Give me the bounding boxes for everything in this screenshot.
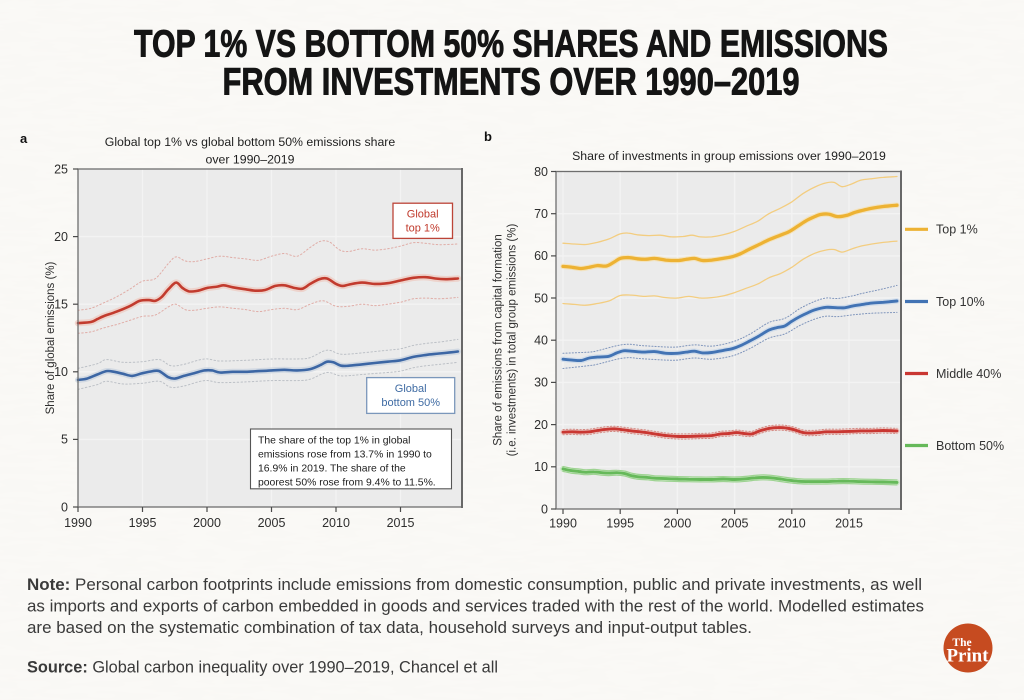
svg-text:60: 60	[534, 249, 548, 263]
svg-text:emissions rose from 13.7% in 1: emissions rose from 13.7% in 1990 to	[258, 450, 432, 461]
svg-text:10: 10	[534, 460, 548, 474]
svg-text:1990: 1990	[549, 517, 577, 531]
svg-text:Share of investments in group: Share of investments in group emissions …	[572, 149, 886, 163]
svg-text:Bottom 50%: Bottom 50%	[936, 439, 1004, 453]
svg-text:Middle 40%: Middle 40%	[936, 367, 1001, 381]
svg-text:2015: 2015	[835, 517, 863, 531]
svg-text:Global: Global	[395, 383, 427, 395]
svg-text:15: 15	[54, 298, 68, 312]
svg-text:Print: Print	[947, 647, 990, 667]
svg-text:over 1990–2019: over 1990–2019	[206, 153, 295, 167]
svg-text:2000: 2000	[663, 517, 691, 531]
svg-text:Global: Global	[407, 209, 439, 221]
svg-text:are based on the systematic co: are based on the systematic combination …	[27, 618, 752, 637]
svg-text:20: 20	[534, 418, 548, 432]
svg-text:Share of global emissions (%): Share of global emissions (%)	[45, 261, 57, 414]
svg-text:1990: 1990	[64, 516, 92, 530]
svg-text:2000: 2000	[193, 516, 221, 530]
svg-text:16.9% in 2019. The share of th: 16.9% in 2019. The share of the	[258, 464, 406, 475]
svg-text:0: 0	[61, 500, 68, 514]
svg-text:1995: 1995	[606, 517, 634, 531]
svg-text:b: b	[484, 129, 492, 144]
svg-text:TOP 1% VS BOTTOM 50% SHARES AN: TOP 1% VS BOTTOM 50% SHARES AND EMISSION…	[134, 24, 888, 66]
svg-text:bottom 50%: bottom 50%	[381, 397, 440, 409]
svg-text:Source: Global carbon inequali: Source: Global carbon inequality over 19…	[27, 658, 498, 677]
svg-text:a: a	[20, 131, 28, 146]
svg-text:70: 70	[534, 207, 548, 221]
svg-text:Top 1%: Top 1%	[936, 223, 978, 237]
svg-text:5: 5	[61, 433, 68, 447]
svg-text:2010: 2010	[322, 516, 350, 530]
svg-text:as imports and exports of carb: as imports and exports of carbon embedde…	[27, 596, 924, 615]
svg-text:80: 80	[534, 165, 548, 179]
svg-text:Share of emissions from capita: Share of emissions from capital formatio…	[493, 234, 505, 446]
svg-text:40: 40	[534, 334, 548, 348]
svg-text:2015: 2015	[387, 516, 415, 530]
svg-text:The share of the top 1% in glo: The share of the top 1% in global	[258, 436, 411, 447]
svg-text:top 1%: top 1%	[406, 223, 440, 235]
svg-text:Global top 1% vs global bottom: Global top 1% vs global bottom 50% emiss…	[105, 135, 396, 149]
svg-text:1995: 1995	[129, 516, 157, 530]
svg-text:30: 30	[534, 376, 548, 390]
svg-text:poorest 50% rose from 9.4% to: poorest 50% rose from 9.4% to 11.5%.	[258, 478, 436, 489]
svg-text:(i.e. investments) in total gr: (i.e. investments) in total group emissi…	[507, 224, 519, 457]
svg-text:0: 0	[541, 502, 548, 516]
svg-text:2010: 2010	[778, 517, 806, 531]
svg-text:Note: Personal carbon footprin: Note: Personal carbon footprints include…	[27, 575, 922, 594]
svg-text:Top 10%: Top 10%	[936, 295, 985, 309]
svg-text:2005: 2005	[258, 516, 286, 530]
svg-text:25: 25	[54, 162, 68, 176]
svg-text:The: The	[952, 637, 971, 649]
svg-text:2005: 2005	[721, 517, 749, 531]
svg-text:FROM INVESTMENTS OVER 1990–201: FROM INVESTMENTS OVER 1990–2019	[223, 62, 800, 104]
svg-text:20: 20	[54, 230, 68, 244]
svg-text:10: 10	[54, 365, 68, 379]
svg-text:50: 50	[534, 291, 548, 305]
